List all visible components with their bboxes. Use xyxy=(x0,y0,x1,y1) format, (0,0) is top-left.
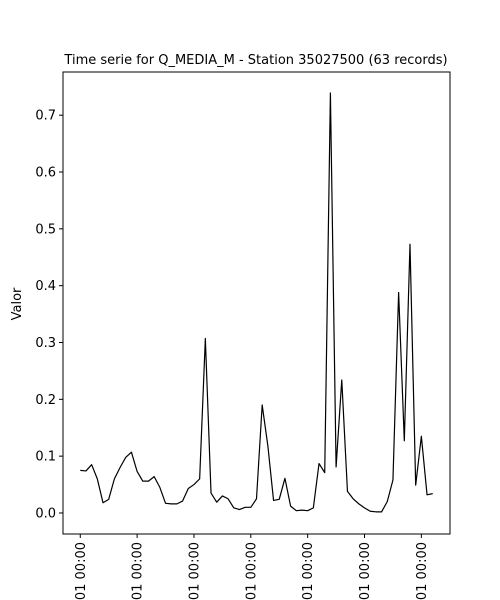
y-axis: 0.0 0.1 0.2 0.3 0.4 0.5 0.6 0.7 xyxy=(35,109,63,522)
chart-title: Time serie for Q_MEDIA_M - Station 35027… xyxy=(63,53,447,68)
y-tick-label: 0.5 xyxy=(35,222,56,237)
x-tick-label: 01 00:00 xyxy=(415,542,430,600)
y-axis-label: Valor xyxy=(10,287,25,320)
x-tick-label: 01 00:00 xyxy=(301,542,316,600)
series-line xyxy=(80,93,432,512)
y-tick-label: 0.2 xyxy=(35,393,56,408)
x-tick-label: 01 00:00 xyxy=(187,542,202,600)
y-tick-label: 0.3 xyxy=(35,336,56,351)
y-tick-label: 0.1 xyxy=(35,450,56,465)
x-tick-label: 01 00:00 xyxy=(131,542,146,600)
y-tick-label: 0.0 xyxy=(35,506,56,521)
x-tick-label: 01 00:00 xyxy=(74,542,89,600)
y-tick-label: 0.6 xyxy=(35,166,56,181)
x-tick-label: 01 00:00 xyxy=(244,542,259,600)
y-tick-label: 0.4 xyxy=(35,279,56,294)
y-tick-label: 0.7 xyxy=(35,109,56,124)
x-axis: 01 00:00 01 00:00 01 00:00 01 00:00 01 00:00… xyxy=(74,534,430,600)
x-tick-label: 01 00:00 xyxy=(358,542,373,600)
